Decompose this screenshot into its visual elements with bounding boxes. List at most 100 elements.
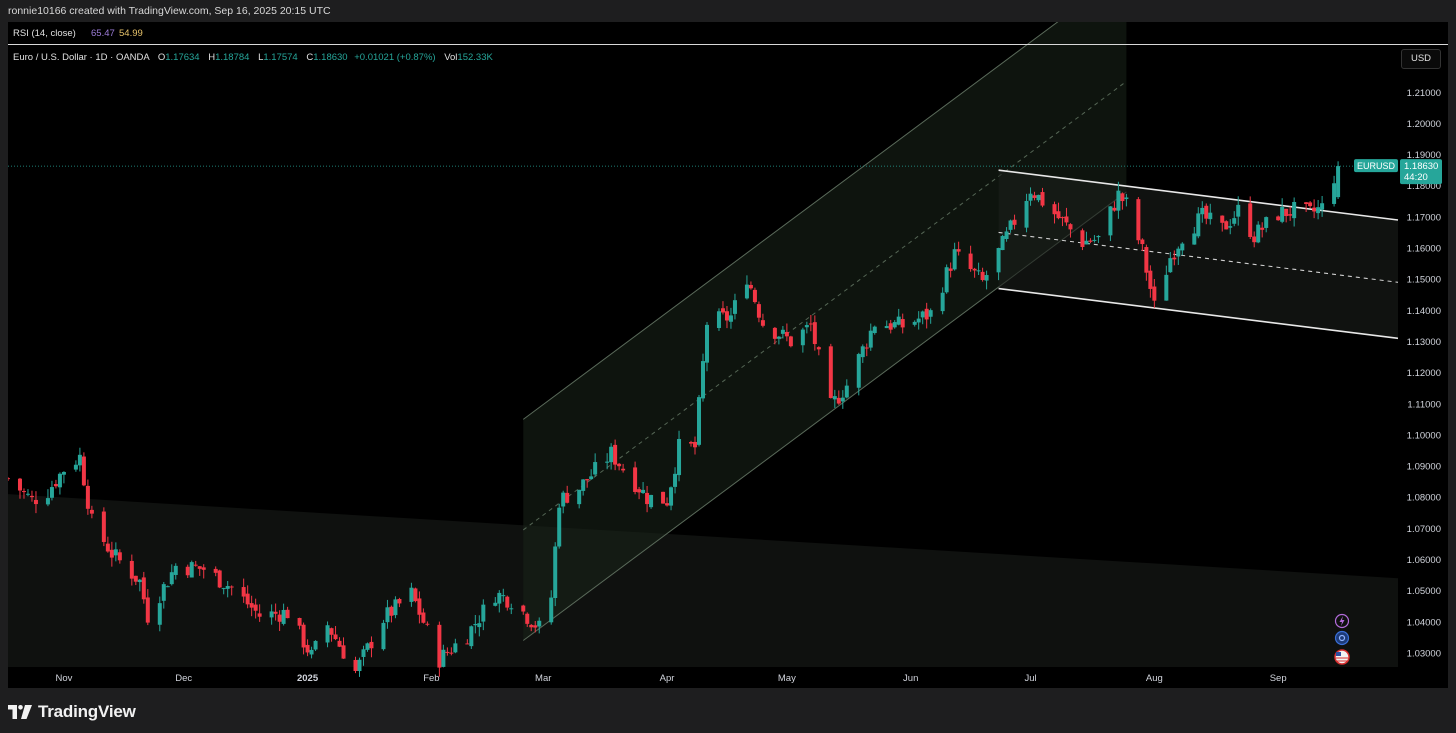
candle-down <box>1284 208 1289 217</box>
us-flag-canton <box>1336 652 1341 656</box>
rsi-indicator-row[interactable]: RSI (14, close) 65.47 54.99 <box>8 22 1448 45</box>
candle-up <box>453 643 458 653</box>
candle-down <box>465 643 470 645</box>
candle-down <box>445 651 450 653</box>
candle-down <box>836 397 841 404</box>
candle-up <box>744 284 749 299</box>
candle-down <box>617 463 622 467</box>
candle-down <box>1308 202 1313 207</box>
close-value: 1.18630 <box>313 52 348 63</box>
candle-down <box>1304 202 1309 204</box>
candle-up <box>473 623 478 626</box>
y-tick-label: 1.21000 <box>1407 88 1441 99</box>
candle-up <box>325 625 330 643</box>
candle-up <box>1084 240 1089 245</box>
candle-down <box>85 485 90 509</box>
candle-up <box>605 461 610 463</box>
candle-up <box>952 249 957 270</box>
candle-down <box>968 253 973 270</box>
candle-down <box>341 645 346 659</box>
rsi-label: RSI (14, close) <box>13 28 76 39</box>
symbol-tag-text: EURUSD <box>1357 161 1396 171</box>
lightning-icon[interactable] <box>1334 613 1350 629</box>
lightning-glyph <box>1339 616 1345 626</box>
candle-down <box>245 593 250 605</box>
candle-down <box>565 492 570 503</box>
candle-up <box>25 493 30 495</box>
candle-down <box>948 268 953 271</box>
candle-down <box>1080 230 1085 247</box>
candle-down <box>621 468 626 471</box>
candle-up <box>577 489 582 505</box>
rsi-value-1: 65.47 <box>91 28 115 39</box>
candle-up <box>593 462 598 475</box>
candle-down <box>1136 199 1141 241</box>
candle-down <box>81 456 86 486</box>
candle-up <box>1208 212 1213 220</box>
symbol-tag <box>1354 159 1398 173</box>
candle-up <box>481 604 486 622</box>
candle-up <box>1236 204 1241 217</box>
credit-text: ronnie10166 created with TradingView.com… <box>8 5 331 17</box>
rsi-value-2: 54.99 <box>119 28 143 39</box>
candle-down <box>533 625 538 628</box>
candle-up <box>1008 220 1013 230</box>
candle-up <box>221 588 226 590</box>
candle-down <box>1276 216 1281 221</box>
y-tick-label: 1.18000 <box>1407 181 1441 192</box>
candle-down <box>665 503 670 506</box>
candle-down <box>337 640 342 647</box>
candle-down <box>956 249 961 252</box>
candle-down <box>249 603 254 608</box>
candle-down <box>17 478 22 491</box>
x-tick-label: Mar <box>535 673 551 684</box>
candle-up <box>1180 243 1185 251</box>
chart-panel[interactable]: 1.220001.210001.200001.190001.180001.170… <box>8 22 1448 688</box>
price-chart[interactable]: 1.220001.210001.200001.190001.180001.170… <box>8 22 1448 688</box>
currency-button[interactable]: USD <box>1401 49 1441 69</box>
candle-up <box>701 361 705 399</box>
candle-down <box>1088 240 1093 242</box>
candle-up <box>912 321 917 325</box>
gear-badge-icon[interactable] <box>1334 630 1350 646</box>
candle-down <box>301 624 306 648</box>
candle-up <box>868 330 873 348</box>
candle-down <box>756 304 761 318</box>
candle-up <box>892 322 897 328</box>
y-tick-label: 1.20000 <box>1407 119 1441 130</box>
candle-down <box>8 478 10 480</box>
candle-down <box>193 564 198 566</box>
candle-down <box>1140 239 1145 245</box>
candle-down <box>1068 224 1073 230</box>
x-tick-label: Apr <box>660 673 675 684</box>
candle-up <box>393 599 398 616</box>
candle-down <box>305 644 310 653</box>
x-tick-label: Dec <box>175 673 192 684</box>
y-tick-label: 1.05000 <box>1407 586 1441 597</box>
candle-up <box>281 609 286 624</box>
candle-down <box>397 598 402 604</box>
candle-down <box>808 323 813 325</box>
candle-up <box>537 620 542 627</box>
candle-down <box>689 442 694 444</box>
tradingview-logo[interactable]: TradingView <box>8 702 136 722</box>
candle-up <box>581 479 586 491</box>
candle-down <box>253 604 258 611</box>
candle-down <box>784 331 789 337</box>
y-tick-label: 1.04000 <box>1407 617 1441 628</box>
candle-down <box>720 308 725 313</box>
candle-up <box>1096 236 1101 238</box>
y-tick-label: 1.13000 <box>1407 337 1441 348</box>
candle-down <box>109 549 114 558</box>
x-tick-label: 2025 <box>297 673 319 684</box>
x-tick-label: Jul <box>1024 673 1036 684</box>
candle-up <box>1024 200 1029 228</box>
candle-down <box>33 499 38 505</box>
candle-up <box>309 649 314 655</box>
candle-up <box>57 473 62 488</box>
candle-up <box>716 311 721 328</box>
candle-up <box>497 592 502 604</box>
candle-down <box>449 652 454 654</box>
candle-down <box>760 320 765 326</box>
candle-up <box>1108 206 1113 236</box>
